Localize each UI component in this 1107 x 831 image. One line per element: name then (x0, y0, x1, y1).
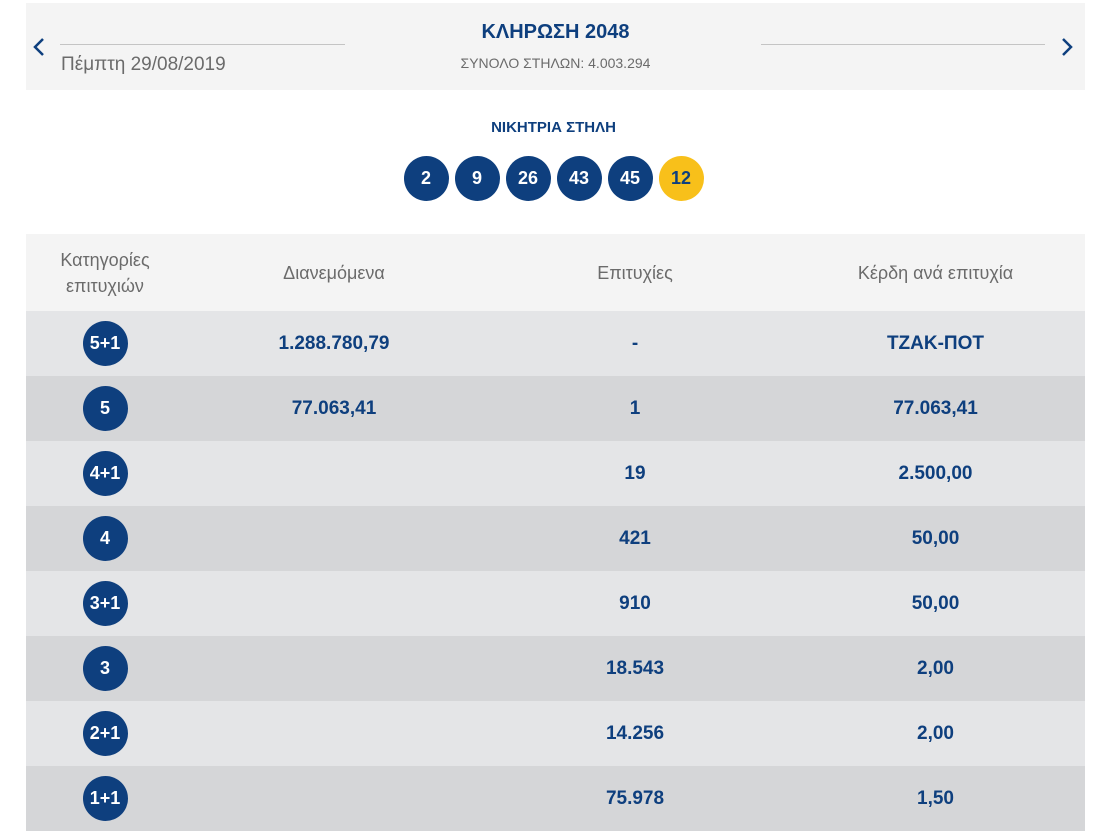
distributed-value: 77.063,41 (291, 397, 377, 419)
winners-value: 75.978 (605, 787, 665, 809)
table-row: 1+1 75.978 1,50 (26, 766, 1085, 831)
distributed-value (184, 766, 484, 831)
draw-title: ΚΛΗΡΩΣΗ 2048 (481, 21, 630, 43)
previous-draw-button[interactable] (27, 33, 51, 61)
chevron-right-icon (1062, 38, 1073, 56)
joker-number-ball: 12 (658, 156, 704, 201)
winners-value: - (631, 332, 639, 354)
category-badge: 1+1 (82, 776, 128, 821)
table-row: 2+1 14.256 2,00 (26, 701, 1085, 766)
distributed-value: 1.288.780,79 (278, 332, 390, 354)
prize-value: 2.500,00 (898, 462, 973, 484)
divider-right (761, 44, 1045, 45)
distributed-value (184, 441, 484, 506)
table-header: Κατηγορίες επιτυχιών Διανεμόμενα Επιτυχί… (26, 234, 1085, 311)
header-categories: Κατηγορίες επιτυχιών (26, 234, 184, 311)
draw-date: Πέμπτη 29/08/2019 (61, 54, 226, 75)
distributed-value (184, 636, 484, 701)
winners-value: 18.543 (605, 657, 665, 679)
prize-value: 50,00 (911, 527, 960, 549)
distributed-value (184, 571, 484, 636)
winners-value: 910 (619, 592, 651, 614)
total-columns: ΣΥΝΟΛΟ ΣΤΗΛΩΝ: 4.003.294 (460, 55, 651, 71)
header-categories-line1: Κατηγορίες (60, 249, 150, 270)
category-badge: 3+1 (82, 581, 128, 626)
header-categories-line2: επιτυχιών (66, 275, 144, 296)
distributed-value (184, 701, 484, 766)
winning-number-ball: 9 (454, 156, 500, 201)
winning-number-ball: 45 (607, 156, 653, 201)
winning-number-ball: 26 (505, 156, 551, 201)
category-badge: 5+1 (82, 321, 128, 366)
winning-number-ball: 43 (556, 156, 602, 201)
winning-number-ball: 2 (403, 156, 449, 201)
prize-table: Κατηγορίες επιτυχιών Διανεμόμενα Επιτυχί… (26, 234, 1085, 831)
category-badge: 5 (82, 386, 128, 431)
prize-value: 50,00 (911, 592, 960, 614)
winning-numbers: 2 9 26 43 45 12 (0, 156, 1107, 201)
winning-column-label: ΝΙΚΗΤΡΙΑ ΣΤΗΛΗ (491, 119, 616, 136)
header-prize: Κέρδη ανά επιτυχία (857, 262, 1014, 283)
table-row: 3+1 910 50,00 (26, 571, 1085, 636)
table-row: 4 421 50,00 (26, 506, 1085, 571)
draw-header: Πέμπτη 29/08/2019 ΚΛΗΡΩΣΗ 2048 ΣΥΝΟΛΟ ΣΤ… (26, 3, 1085, 90)
table-row: 5+1 1.288.780,79 - ΤΖΑΚ-ΠΟΤ (26, 311, 1085, 376)
prize-value: 2,00 (917, 722, 954, 744)
next-draw-button[interactable] (1055, 33, 1079, 61)
divider-left (60, 44, 345, 45)
table-row: 4+1 19 2.500,00 (26, 441, 1085, 506)
distributed-value (184, 506, 484, 571)
winners-value: 421 (619, 527, 651, 549)
winners-value: 14.256 (605, 722, 665, 744)
chevron-left-icon (33, 38, 44, 56)
prize-value: 77.063,41 (893, 397, 978, 419)
header-distributed: Διανεμόμενα (283, 262, 385, 283)
prize-value: 2,00 (917, 657, 954, 679)
table-row: 5 77.063,41 1 77.063,41 (26, 376, 1085, 441)
table-row: 3 18.543 2,00 (26, 636, 1085, 701)
winners-value: 19 (624, 462, 646, 484)
category-badge: 2+1 (82, 711, 128, 756)
header-winners: Επιτυχίες (597, 262, 673, 283)
category-badge: 4+1 (82, 451, 128, 496)
prize-value: 1,50 (917, 787, 954, 809)
prize-value: ΤΖΑΚ-ΠΟΤ (886, 332, 985, 354)
category-badge: 3 (82, 646, 128, 691)
category-badge: 4 (82, 516, 128, 561)
winners-value: 1 (629, 397, 641, 419)
